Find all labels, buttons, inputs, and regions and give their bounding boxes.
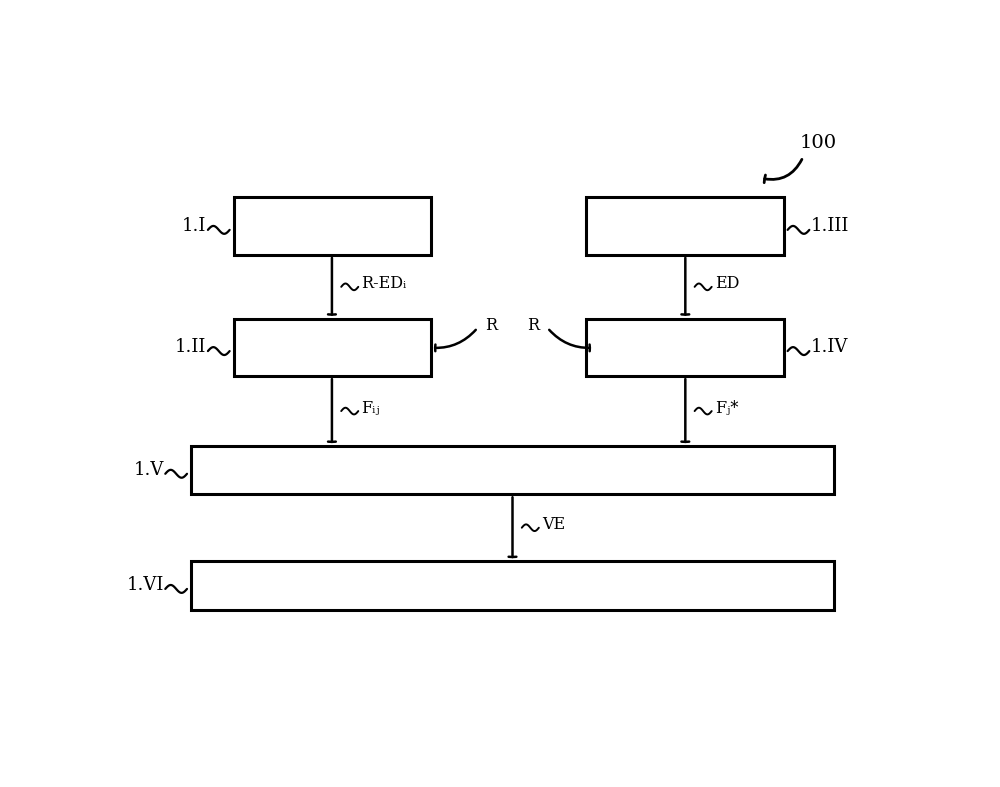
Text: Fᵢⱼ: Fᵢⱼ xyxy=(361,400,380,416)
Text: ED: ED xyxy=(715,275,739,292)
Text: 1.III: 1.III xyxy=(811,217,849,235)
Bar xyxy=(234,319,431,376)
Bar xyxy=(191,446,834,494)
Text: 1.V: 1.V xyxy=(133,461,164,479)
Text: 100: 100 xyxy=(800,134,837,152)
Bar xyxy=(191,561,834,609)
Text: 1.IV: 1.IV xyxy=(811,338,848,357)
Text: VE: VE xyxy=(542,516,565,534)
Text: R: R xyxy=(527,317,539,334)
Text: 1.II: 1.II xyxy=(175,338,206,357)
Text: 1.VI: 1.VI xyxy=(126,576,164,594)
Text: R-EDᵢ: R-EDᵢ xyxy=(361,275,407,292)
Text: R: R xyxy=(486,317,498,334)
Text: 1.I: 1.I xyxy=(182,217,206,235)
Bar xyxy=(234,198,431,255)
Text: Fⱼ*: Fⱼ* xyxy=(715,400,738,416)
Bar xyxy=(586,319,784,376)
Bar xyxy=(586,198,784,255)
